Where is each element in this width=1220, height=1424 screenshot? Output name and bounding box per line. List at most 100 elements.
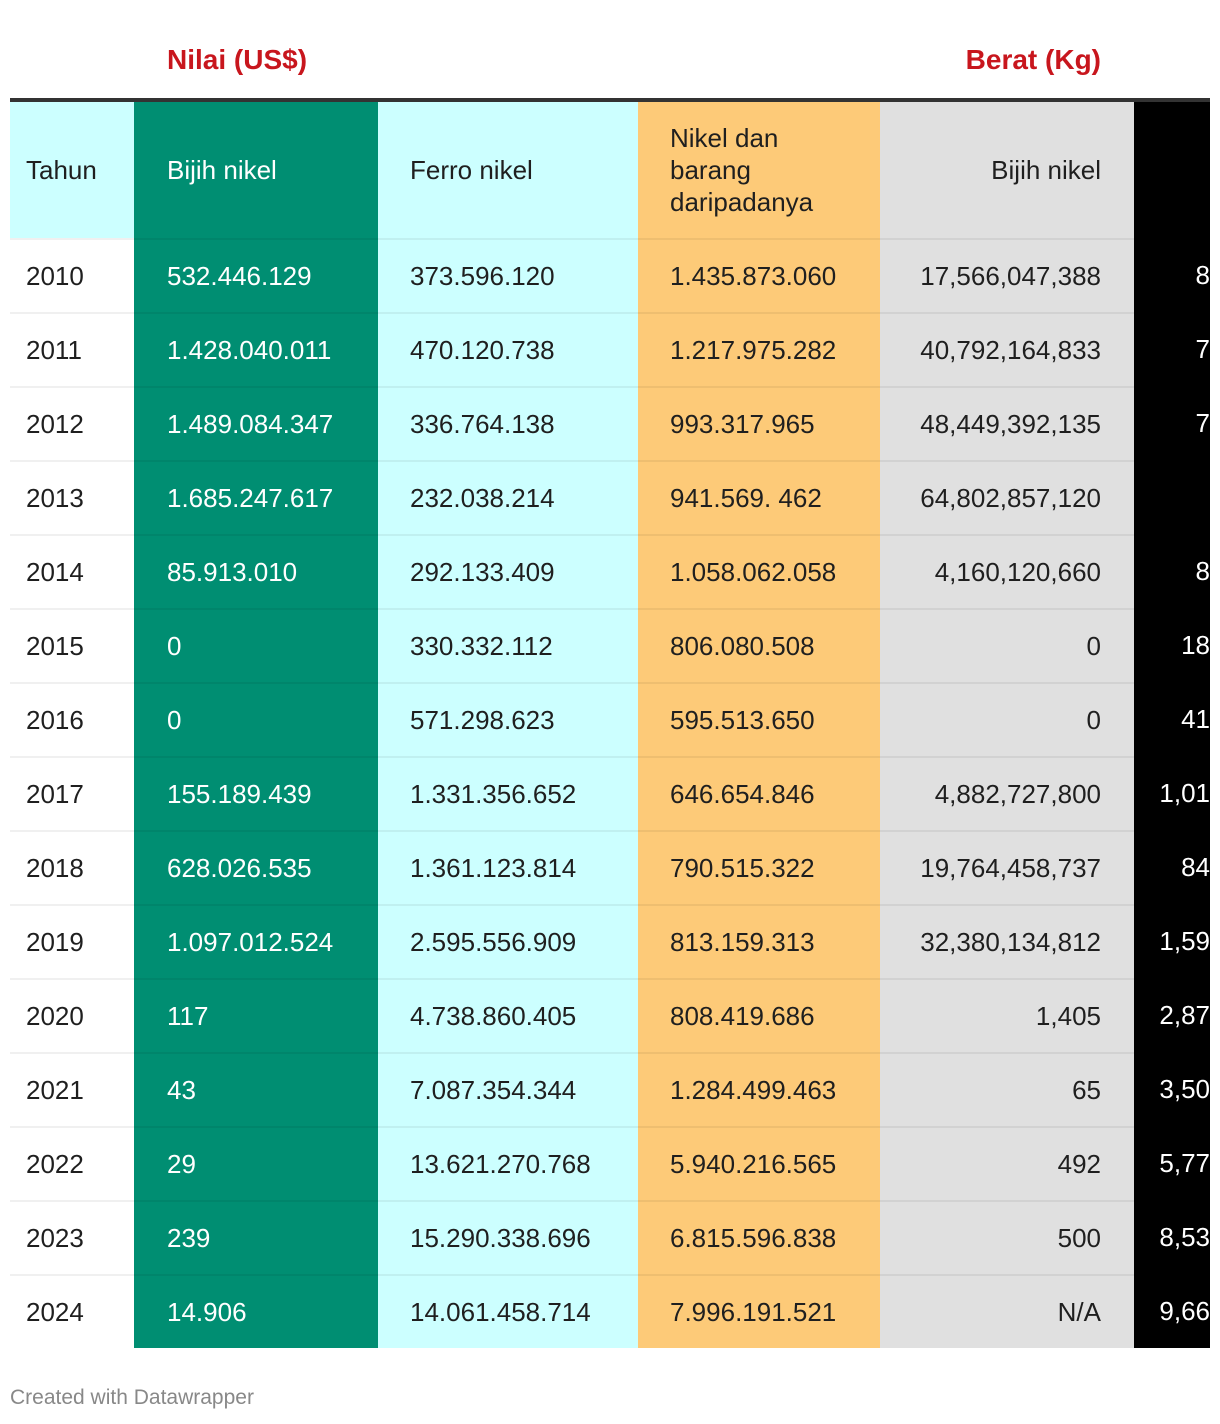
table-cell: 4,882,727,800	[880, 756, 1134, 830]
table-cell: 85.913.010	[134, 534, 378, 608]
table-cell: 40,792,164,833	[880, 312, 1134, 386]
table-cell: 0	[134, 682, 378, 756]
table-cell: 117	[134, 978, 378, 1052]
table-cell: 0	[134, 608, 378, 682]
table-cell: 7.996.191.521	[638, 1274, 880, 1348]
table-cell: 2012	[10, 386, 134, 460]
table-cell: 806.080.508	[638, 608, 880, 682]
table-cell: 65	[880, 1052, 1134, 1126]
table-cell: 646.654.846	[638, 756, 880, 830]
table-cell: 0	[880, 682, 1134, 756]
table-cell: 2017	[10, 756, 134, 830]
table-cell: 2021	[10, 1052, 134, 1126]
table-cell: 155.189.439	[134, 756, 378, 830]
group-label: Nilai (US$)	[167, 44, 308, 75]
table-cell: 29	[134, 1126, 378, 1200]
table-cell: 1.058.062.058	[638, 534, 880, 608]
table-cell: 2011	[10, 312, 134, 386]
table-cell: 2024	[10, 1274, 134, 1348]
table-cell: 2015	[10, 608, 134, 682]
table-cell: 15.290.338.696	[378, 1200, 638, 1274]
table-cell: 808.419.686	[638, 978, 880, 1052]
table-cell: 43	[134, 1052, 378, 1126]
table-cell: 7	[1134, 312, 1210, 386]
table-cell: 13.621.270.768	[378, 1126, 638, 1200]
table-cell: 8,53	[1134, 1200, 1210, 1274]
table-cell: 7.087.354.344	[378, 1052, 638, 1126]
table-cell: 1.361.123.814	[378, 830, 638, 904]
table-cell: 1.685.247.617	[134, 460, 378, 534]
table-cell: 1,59	[1134, 904, 1210, 978]
table-cell: 1.284.499.463	[638, 1052, 880, 1126]
table-cell: 14.061.458.714	[378, 1274, 638, 1348]
table-cell: 18	[1134, 608, 1210, 682]
table-cell: 5,77	[1134, 1126, 1210, 1200]
table-cell: 8	[1134, 238, 1210, 312]
table-cell: 232.038.214	[378, 460, 638, 534]
table-cell: 330.332.112	[378, 608, 638, 682]
column-header: Bijih nikel	[134, 102, 378, 238]
table-cell: 3,50	[1134, 1052, 1210, 1126]
table-cell: 239	[134, 1200, 378, 1274]
table-cell: 2018	[10, 830, 134, 904]
column-header	[1134, 102, 1210, 238]
table-cell: 2022	[10, 1126, 134, 1200]
table-cell: 336.764.138	[378, 386, 638, 460]
table-cell: 1,405	[880, 978, 1134, 1052]
table-cell: 1.489.084.347	[134, 386, 378, 460]
table-cell: 532.446.129	[134, 238, 378, 312]
table-cell: 500	[880, 1200, 1134, 1274]
table-cell: 2019	[10, 904, 134, 978]
table-cell: 2023	[10, 1200, 134, 1274]
table-cell: 1.331.356.652	[378, 756, 638, 830]
table-cell: 19,764,458,737	[880, 830, 1134, 904]
table-cell: 2020	[10, 978, 134, 1052]
group-label: Berat (Kg)	[965, 44, 1101, 75]
table-cell: 64,802,857,120	[880, 460, 1134, 534]
table-cell: 14.906	[134, 1274, 378, 1348]
credit: Created with Datawrapper	[10, 1386, 254, 1409]
table-cell: 2,87	[1134, 978, 1210, 1052]
table-cell: 373.596.120	[378, 238, 638, 312]
table-cell: 790.515.322	[638, 830, 880, 904]
table-cell	[1134, 460, 1210, 534]
table-cell: 2014	[10, 534, 134, 608]
column-header: Ferro nikel	[378, 102, 638, 238]
table-cell: 813.159.313	[638, 904, 880, 978]
column-header: Bijih nikel	[880, 102, 1134, 238]
column-header: Nikel dan barang daripadanya	[638, 102, 880, 238]
table-cell: 1.435.873.060	[638, 238, 880, 312]
table-cell: 571.298.623	[378, 682, 638, 756]
table-cell: 2.595.556.909	[378, 904, 638, 978]
table-cell: 470.120.738	[378, 312, 638, 386]
table-cell: 941.569. 462	[638, 460, 880, 534]
table-cell: 0	[880, 608, 1134, 682]
table-cell: 41	[1134, 682, 1210, 756]
table-cell: 1.428.040.011	[134, 312, 378, 386]
table-cell: 2016	[10, 682, 134, 756]
table-cell: 4.738.860.405	[378, 978, 638, 1052]
table-cell: 6.815.596.838	[638, 1200, 880, 1274]
header-rule	[10, 98, 1210, 102]
table-cell: 4,160,120,660	[880, 534, 1134, 608]
table-cell: 993.317.965	[638, 386, 880, 460]
table-cell: 1.217.975.282	[638, 312, 880, 386]
table-cell: 84	[1134, 830, 1210, 904]
table-cell: 32,380,134,812	[880, 904, 1134, 978]
table-cell: 2010	[10, 238, 134, 312]
table-cell: 492	[880, 1126, 1134, 1200]
table-cell: 595.513.650	[638, 682, 880, 756]
table-cell: N/A	[880, 1274, 1134, 1348]
table-cell: 17,566,047,388	[880, 238, 1134, 312]
table-cell: 1,01	[1134, 756, 1210, 830]
table-cell: 5.940.216.565	[638, 1126, 880, 1200]
table-cell: 8	[1134, 534, 1210, 608]
table-cell: 292.133.409	[378, 534, 638, 608]
table-cell: 1.097.012.524	[134, 904, 378, 978]
table-cell: 628.026.535	[134, 830, 378, 904]
table-cell: 7	[1134, 386, 1210, 460]
column-header: Tahun	[10, 102, 134, 238]
table-cell: 48,449,392,135	[880, 386, 1134, 460]
table-cell: 2013	[10, 460, 134, 534]
